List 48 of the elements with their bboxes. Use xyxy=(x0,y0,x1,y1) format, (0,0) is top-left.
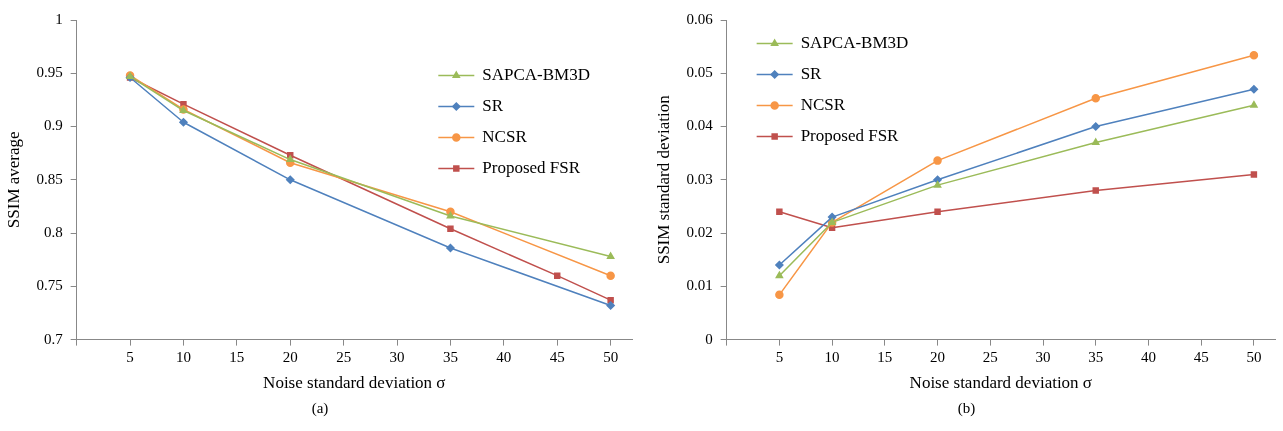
x-tick-label: 15 xyxy=(877,348,893,365)
legend-label: SR xyxy=(482,95,504,115)
x-tick-label: 25 xyxy=(336,348,352,365)
y-axis-title: SSIM average xyxy=(3,131,23,229)
y-tick-label: 0.7 xyxy=(43,330,64,347)
x-tick-label: 45 xyxy=(1193,348,1209,365)
x-tick-label: 15 xyxy=(229,348,245,365)
legend-label: SAPCA-BM3D xyxy=(482,64,591,84)
x-tick-label: 40 xyxy=(496,348,512,365)
y-tick-label: 0.05 xyxy=(686,64,713,81)
x-tick-label: 50 xyxy=(603,348,619,365)
y-tick-label: 0.75 xyxy=(36,277,63,294)
legend-label: Proposed FSR xyxy=(482,157,581,177)
legend-label: Proposed FSR xyxy=(800,125,900,145)
x-tick-label: 45 xyxy=(549,348,565,365)
x-tick-label: 40 xyxy=(1140,348,1156,365)
legend-label: SR xyxy=(800,63,823,83)
x-tick-label: 20 xyxy=(930,348,946,365)
y-tick-label: 0.02 xyxy=(686,224,713,240)
legend-label: SAPCA-BM3D xyxy=(800,32,909,52)
legend-label: NCSR xyxy=(482,126,528,146)
y-tick-label: 0.03 xyxy=(686,170,713,187)
x-tick-label: 10 xyxy=(175,348,191,365)
x-tick-label: 35 xyxy=(442,348,458,365)
x-tick-label: 5 xyxy=(126,348,134,365)
y-tick-label: 0.85 xyxy=(36,170,63,187)
x-tick-label: 30 xyxy=(1035,348,1051,365)
text: (b) xyxy=(956,400,977,417)
y-tick-label: 0 xyxy=(705,330,713,347)
y-tick-label: 0.01 xyxy=(686,277,713,294)
legend-label: NCSR xyxy=(800,94,846,114)
y-tick-label: 0.06 xyxy=(686,10,714,27)
text: (a) xyxy=(310,400,330,417)
x-tick-label: 10 xyxy=(824,348,840,365)
x-tick-label: 25 xyxy=(982,348,998,365)
x-tick-label: 35 xyxy=(1088,348,1104,365)
y-tick-label: 0.9 xyxy=(43,117,63,134)
x-tick-label: 5 xyxy=(775,348,784,365)
y-axis-title: SSIM standard deviation xyxy=(653,94,673,265)
y-tick-label: 0.95 xyxy=(36,64,63,81)
x-tick-label: 50 xyxy=(1246,348,1262,365)
y-tick-label: 0.8 xyxy=(43,224,63,240)
y-tick-label: 0.04 xyxy=(686,117,714,134)
x-axis-title: Noise standard deviation σ xyxy=(263,373,446,393)
x-tick-label: 30 xyxy=(389,348,405,365)
x-axis-title: Noise standard deviation σ xyxy=(909,373,1093,393)
x-tick-label: 20 xyxy=(282,348,298,365)
y-tick-label: 1 xyxy=(55,10,63,27)
